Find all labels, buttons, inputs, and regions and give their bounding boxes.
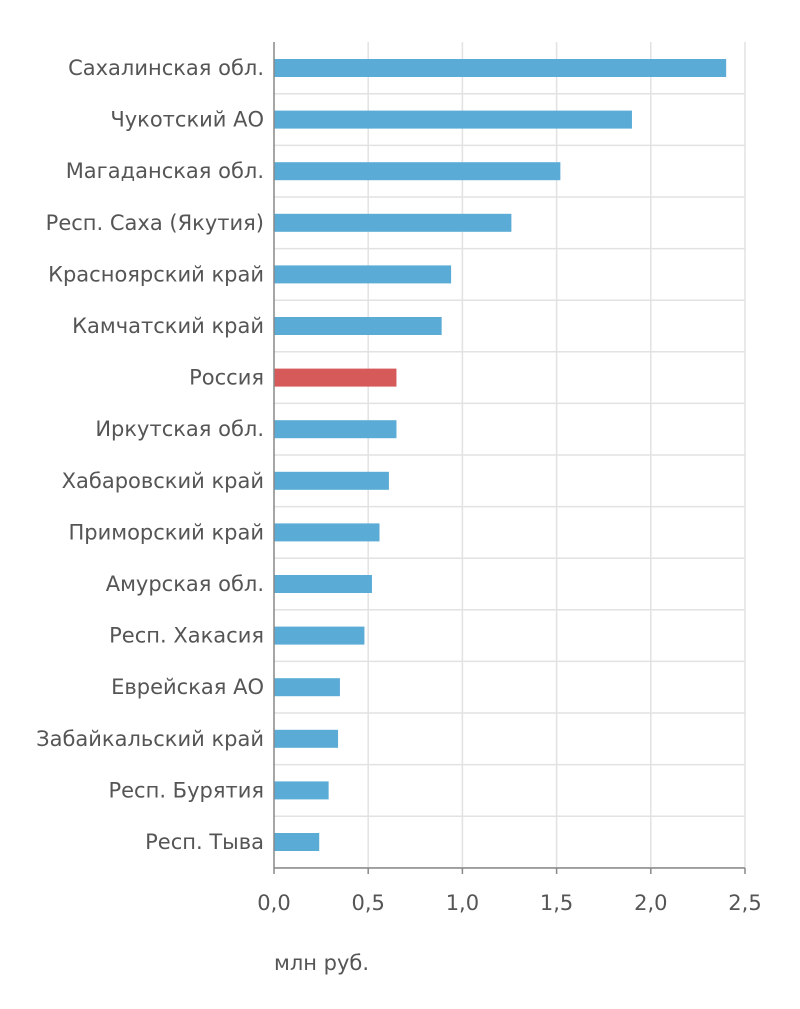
- x-tick-label: 2,0: [634, 891, 667, 915]
- category-label: Магаданская обл.: [66, 159, 264, 183]
- category-label: Красноярский край: [48, 262, 264, 286]
- unit-label: млн руб.: [274, 951, 369, 975]
- category-labels: Сахалинская обл. Чукотский АО Магаданская …: [36, 56, 264, 854]
- bar: [274, 833, 320, 851]
- bars: [274, 59, 727, 851]
- category-label: Еврейская АО: [111, 675, 264, 699]
- category-label: Сахалинская обл.: [68, 56, 264, 80]
- bar: [274, 729, 339, 748]
- grid-lines: [274, 42, 746, 869]
- category-label: Приморский край: [68, 520, 264, 544]
- bar: [274, 420, 397, 439]
- category-label: Камчатский край: [72, 314, 264, 338]
- category-label: Иркутская обл.: [95, 417, 264, 441]
- category-label: Чукотский АО: [110, 108, 264, 132]
- x-tick-label: 1,5: [540, 891, 573, 915]
- bar: [274, 471, 389, 490]
- category-label: Респ. Саха (Якутия): [46, 211, 264, 235]
- category-label: Респ. Хакасия: [109, 624, 264, 648]
- category-label: Хабаровский край: [62, 469, 264, 493]
- x-tick-label: 1,0: [446, 891, 479, 915]
- x-tick-label: 0,5: [351, 891, 384, 915]
- bar: [274, 317, 442, 335]
- bar: [274, 781, 329, 800]
- bar: [274, 265, 452, 284]
- category-label: Респ. Тыва: [145, 830, 264, 854]
- axes: [273, 42, 746, 874]
- x-tick-labels: 0,0 0,5 1,0 1,5 2,0 2,5: [257, 891, 761, 915]
- bar: [274, 110, 632, 129]
- x-tick-label: 0,0: [257, 891, 290, 915]
- bar: [274, 678, 340, 697]
- category-label: Респ. Бурятия: [108, 778, 264, 802]
- bar: [274, 162, 561, 181]
- category-label: Россия: [189, 366, 264, 390]
- bar: [274, 368, 397, 387]
- bar: [274, 626, 365, 645]
- x-tick-label: 2,5: [728, 891, 761, 915]
- bar: [274, 575, 372, 593]
- bar: [274, 213, 512, 232]
- category-label: Амурская обл.: [106, 572, 264, 596]
- category-label: Забайкальский край: [36, 727, 264, 751]
- bar: [274, 59, 727, 77]
- bar: [274, 523, 380, 542]
